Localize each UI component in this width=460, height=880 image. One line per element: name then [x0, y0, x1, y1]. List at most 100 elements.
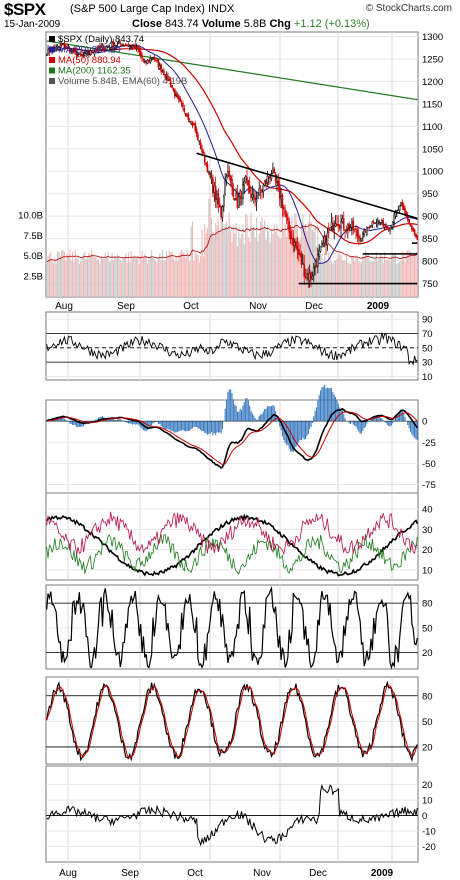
macd-histogram-bar — [340, 408, 342, 422]
volume-label: Volume — [201, 18, 241, 30]
volume-bar — [277, 235, 279, 297]
macd-histogram-bar — [320, 390, 322, 422]
price-tick-label-2: 850 — [422, 234, 438, 245]
price-candle-body — [310, 271, 312, 280]
macd-histogram-bar — [219, 421, 221, 433]
price-candle-body — [280, 196, 282, 200]
macd-histogram-bar — [375, 416, 377, 422]
macd-histogram-bar — [381, 418, 383, 422]
volume-bar — [95, 256, 97, 297]
volume-bar — [99, 263, 101, 297]
price-candle-body — [322, 242, 325, 246]
macd-histogram-bar — [130, 421, 132, 424]
x-axis-label-1-1: Sep — [121, 868, 139, 879]
volume-bar — [396, 263, 398, 297]
brand-logo[interactable]: © StockCharts.com — [365, 3, 452, 14]
macd-histogram-bar — [250, 410, 252, 422]
macd-histogram-bar — [73, 421, 75, 425]
macd-histogram-bar — [61, 417, 63, 422]
macd-histogram-bar — [359, 421, 361, 434]
macd-histogram-bar — [131, 421, 134, 425]
price-candle-body — [202, 151, 205, 154]
macd-histogram-bar — [59, 416, 61, 422]
volume-bar — [164, 260, 166, 297]
macd-histogram-bar — [118, 418, 120, 422]
volume-bar — [172, 258, 174, 297]
price-candle-body — [284, 209, 286, 215]
volume-bar — [264, 220, 266, 297]
price-candle-body — [131, 45, 134, 50]
price-candle-body — [272, 168, 274, 174]
x-axis-label-1-3: Nov — [253, 868, 271, 879]
slow-sto-line-1 — [46, 684, 418, 759]
price-candle-body — [56, 46, 59, 48]
y-tick-label-2-2: -25 — [422, 438, 436, 449]
volume-bar — [217, 219, 219, 297]
price-candle-body — [127, 44, 130, 48]
price-tick-label-11: 1300 — [422, 32, 443, 43]
volume-bar — [194, 252, 196, 297]
price-candle-body — [188, 120, 191, 123]
macd-histogram-bar — [234, 404, 236, 422]
chart-header: $SPX (S&P 500 Large Cap Index) INDX © St… — [0, 0, 460, 34]
price-tick-label-7: 1100 — [422, 122, 442, 133]
price-candle-body — [71, 50, 74, 53]
macd-histogram-bar — [236, 411, 238, 422]
x-axis-label-0-2: Oct — [183, 301, 199, 312]
y-tick-label-6-1: -10 — [422, 827, 436, 838]
macd-histogram-bar — [262, 411, 264, 422]
volume-bar — [142, 257, 144, 297]
macd-histogram-bar — [115, 419, 117, 422]
volume-bar — [394, 253, 397, 297]
volume-bar — [287, 215, 289, 297]
legend-label-4: Volume 5.84B, EMA(60) 4.19B — [58, 76, 187, 87]
volume-bar — [268, 231, 270, 297]
price-candle-body — [366, 226, 368, 235]
x-axis-label-1-0: Aug — [59, 868, 77, 879]
volume-bar — [70, 260, 72, 297]
price-candle-body — [92, 52, 94, 54]
macd-histogram-bar — [261, 414, 263, 422]
macd-histogram-bar — [167, 421, 169, 430]
macd-histogram-bar — [151, 421, 153, 426]
price-candle-body — [296, 246, 299, 251]
volume-bar — [283, 231, 285, 297]
macd-histogram-bar — [149, 421, 151, 428]
volume-bar — [364, 250, 367, 297]
price-candle-body — [333, 225, 335, 231]
volume-bar — [197, 254, 199, 297]
macd-histogram-bar — [332, 392, 334, 422]
price-candle-body — [303, 263, 306, 277]
volume-bar — [107, 251, 109, 297]
volume-bar — [354, 261, 356, 297]
volume-bar — [208, 198, 210, 297]
macd-histogram-bar — [324, 384, 326, 422]
price-candle-body — [182, 102, 184, 108]
macd-histogram-bar — [220, 421, 222, 434]
volume-bar — [82, 253, 85, 297]
price-candle-body — [179, 97, 182, 103]
price-candle-body — [59, 45, 62, 48]
macd-histogram-bar — [153, 421, 155, 423]
volume-bar — [309, 213, 311, 297]
macd-histogram-bar — [317, 400, 319, 422]
macd-histogram-bar — [127, 421, 129, 424]
macd-histogram-bar — [178, 421, 180, 432]
macd-histogram-bar — [230, 389, 232, 422]
macd-histogram-bar — [217, 421, 219, 433]
macd-histogram-bar — [280, 421, 282, 431]
price-candle-body — [213, 186, 216, 193]
volume-bar — [324, 252, 326, 297]
volume-bar — [294, 213, 296, 297]
volume-bar — [96, 259, 98, 297]
macd-histogram-bar — [247, 400, 249, 422]
volume-bar — [119, 259, 121, 297]
macd-histogram-bar — [265, 408, 267, 422]
price-candle-body — [100, 46, 102, 48]
price-candle-body — [311, 276, 314, 280]
volume-bar — [52, 263, 55, 297]
macd-histogram-bar — [333, 394, 335, 422]
volume-bar — [138, 264, 140, 297]
volume-bar — [65, 261, 67, 297]
price-candle-body — [379, 222, 382, 224]
